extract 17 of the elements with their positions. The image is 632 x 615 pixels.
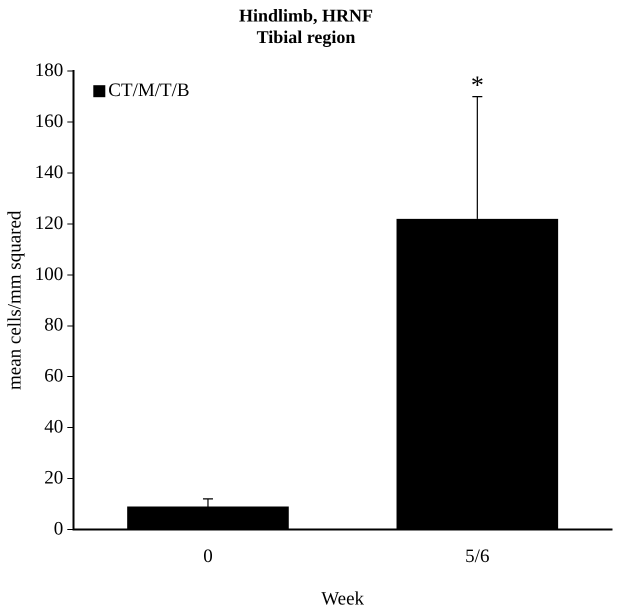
x-tick-label: 5/6 (465, 546, 490, 567)
y-tick-label: 0 (54, 518, 64, 540)
annotation: * (470, 70, 484, 100)
y-tick-label: 60 (44, 366, 64, 387)
x-axis-title: Week (321, 588, 365, 610)
y-axis-title: mean cells/mm squared (4, 210, 26, 390)
legend-label: CT/M/T/B (108, 80, 190, 102)
y-tick-label: 180 (34, 60, 64, 82)
y-tick-label: 140 (34, 162, 64, 184)
y-tick-label: 160 (34, 111, 64, 132)
chart-title: Hindlimb, HRNF (238, 5, 374, 26)
y-tick-label: 80 (44, 314, 64, 336)
chart-subtitle: Tibial region (256, 27, 356, 48)
y-tick-label: 20 (44, 467, 64, 488)
y-tick-label: 40 (44, 416, 64, 438)
y-tick-label: 120 (34, 212, 64, 234)
y-tick-label: 100 (34, 264, 64, 285)
